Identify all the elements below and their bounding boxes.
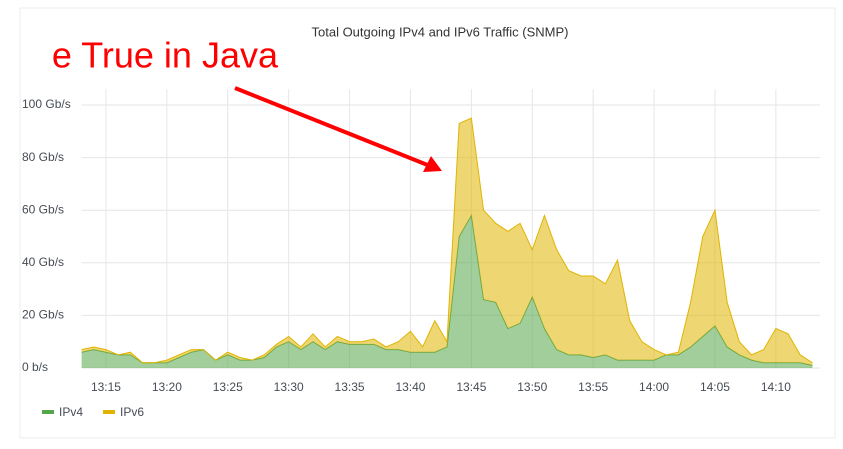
legend-label: IPv6 <box>120 405 144 419</box>
x-tick-label: 14:00 <box>639 380 669 394</box>
x-tick-label: 14:10 <box>761 380 791 394</box>
chart-title: Total Outgoing IPv4 and IPv6 Traffic (SN… <box>312 24 569 39</box>
line <box>81 117 813 364</box>
annotation: e True in Java <box>52 35 279 76</box>
y-tick-label: 0 b/s <box>22 360 48 374</box>
arrow-shaft <box>234 86 431 168</box>
arrow-head <box>423 156 442 172</box>
x-tick-label: 13:40 <box>395 380 425 394</box>
x-tick-label: 13:55 <box>578 380 608 394</box>
y-tick-label: 100 Gb/s <box>22 97 71 111</box>
y-tick-label: 40 Gb/s <box>22 255 64 269</box>
x-tick-label: 13:35 <box>335 380 365 394</box>
x-tick-label: 13:50 <box>517 380 547 394</box>
x-tick-label: 13:45 <box>456 380 486 394</box>
y-tick-label: 80 Gb/s <box>22 150 64 164</box>
x-tick-label: 13:30 <box>274 380 304 394</box>
x-tick-label: 13:25 <box>213 380 243 394</box>
x-tick-label: 13:15 <box>91 380 121 394</box>
y-tick-label: 20 Gb/s <box>22 308 64 322</box>
x-tick-label: 13:20 <box>152 380 182 394</box>
legend-swatch <box>42 410 54 414</box>
x-tick-label: 14:05 <box>700 380 730 394</box>
legend-label: IPv4 <box>59 405 83 419</box>
legend-swatch <box>103 410 116 414</box>
y-tick-label: 60 Gb/s <box>22 202 64 216</box>
